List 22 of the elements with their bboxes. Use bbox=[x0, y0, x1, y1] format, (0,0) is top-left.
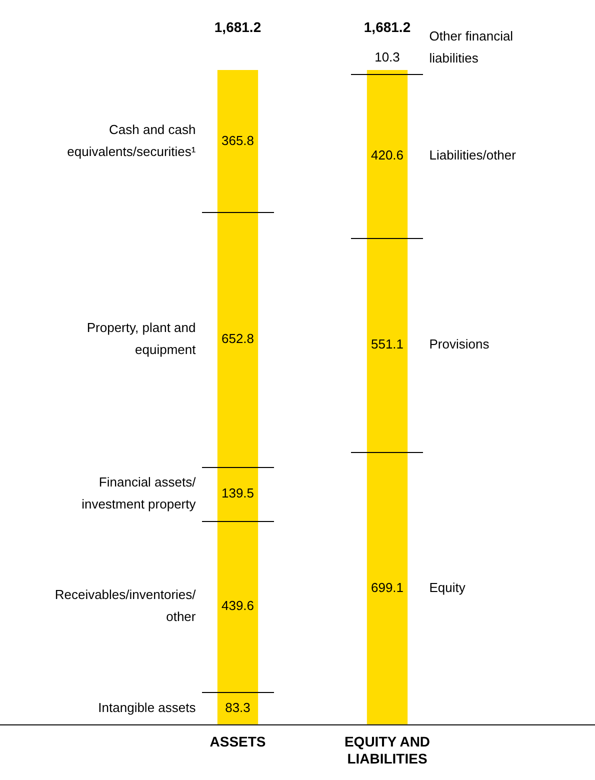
data-label: 420.6 bbox=[370, 147, 404, 162]
series-label: Other financial liabilities bbox=[429, 28, 514, 66]
series-label: Equity bbox=[429, 580, 466, 595]
data-label: 83.3 bbox=[225, 700, 250, 715]
data-label: 365.8 bbox=[221, 132, 254, 148]
data-label: 699.1 bbox=[370, 580, 404, 595]
series-label: Cash and cash equivalents/securities¹ bbox=[67, 122, 196, 159]
series-label: Financial assets/investment property bbox=[82, 474, 196, 512]
data-label: 652.8 bbox=[221, 331, 254, 346]
total-label: 1,681.2 bbox=[214, 18, 262, 35]
data-label: 139.5 bbox=[221, 485, 254, 500]
data-label: 551.1 bbox=[370, 336, 404, 352]
total-label: 1,681.2 bbox=[364, 18, 411, 35]
data-label: 10.3 bbox=[374, 50, 400, 65]
series-label: Intangible assets bbox=[98, 700, 196, 715]
data-label: 439.6 bbox=[221, 598, 254, 613]
series-label: Receivables/inventories/other bbox=[54, 586, 196, 624]
x-tick-label: EQUITY AND LIABILITIES bbox=[344, 734, 430, 766]
x-tick-label: ASSETS bbox=[210, 734, 266, 750]
series-label: Provisions bbox=[429, 336, 490, 352]
series-label: Property, plant and equipment bbox=[86, 320, 196, 358]
series-label: Liabilities/other bbox=[429, 147, 517, 162]
